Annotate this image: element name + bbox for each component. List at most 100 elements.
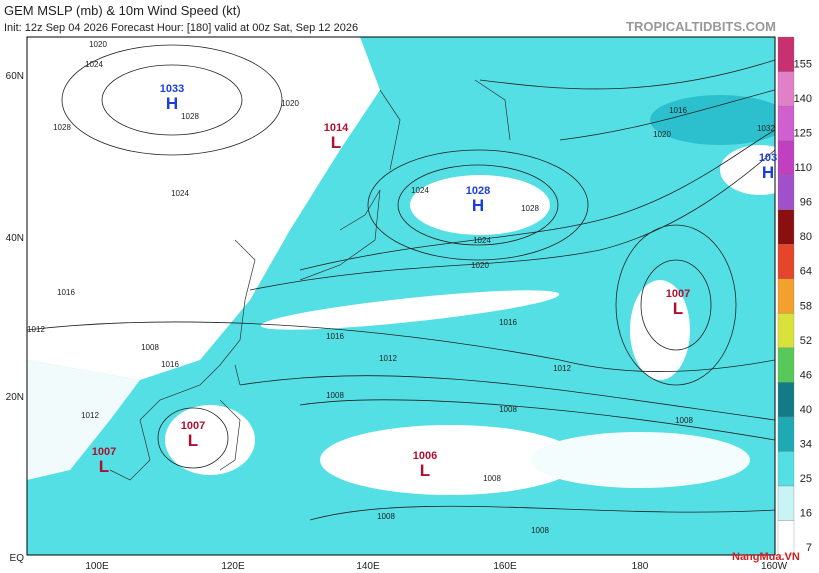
center-letter: L <box>99 457 109 476</box>
title: GEM MSLP (mb) & 10m Wind Speed (kt) <box>4 3 241 18</box>
isobar-label: 1008 <box>675 416 693 425</box>
lon-label: 140E <box>356 561 380 572</box>
isobar-label: 1028 <box>181 112 199 121</box>
center-pressure: 1033 <box>160 83 184 95</box>
isobar-label: 1012 <box>553 364 571 373</box>
colorbar-swatch <box>777 520 795 556</box>
lon-label: 160E <box>493 561 517 572</box>
colorbar-label: 110 <box>794 162 812 174</box>
colorbar-label: 58 <box>800 300 812 312</box>
map-area <box>27 37 775 555</box>
isobars <box>27 44 775 521</box>
colorbar-swatch <box>777 416 795 452</box>
colorbar-swatch <box>777 140 795 176</box>
isobar-label: 1008 <box>499 405 517 414</box>
colorbar-label: 140 <box>794 93 812 105</box>
isobar-label: 1024 <box>171 189 189 198</box>
isobar-label: 1008 <box>326 391 344 400</box>
isobar-label: 1020 <box>471 261 489 270</box>
isobar-label: 1008 <box>377 512 395 521</box>
strong-wind <box>650 95 775 145</box>
colorbar-swatch <box>777 347 795 383</box>
colorbar-label: 34 <box>800 438 812 450</box>
lat-label: 20N <box>6 392 24 403</box>
center-letter: L <box>420 461 430 480</box>
calm-area <box>630 280 690 380</box>
site-credit: TROPICALTIDBITS.COM <box>626 19 776 34</box>
colorbar-swatch <box>777 174 795 210</box>
isobar-label: 1024 <box>85 60 103 69</box>
center-letter: L <box>673 299 683 318</box>
colorbar-label: 155 <box>794 59 812 71</box>
isobar-label: 1008 <box>141 343 159 352</box>
colorbar-swatch <box>777 209 795 245</box>
colorbar-swatch <box>777 485 795 521</box>
isobar-label: 1020 <box>653 130 671 139</box>
colorbar-swatch <box>777 278 795 314</box>
calm-area <box>320 425 580 495</box>
isobar-label: 1028 <box>53 123 71 132</box>
watermark: NangMua.VN <box>732 551 800 563</box>
colorbar-label: 125 <box>794 128 812 140</box>
isobar-label: 1016 <box>326 332 344 341</box>
colorbar-label: 25 <box>800 473 812 485</box>
center-pressure: 1006 <box>413 450 437 462</box>
colorbar-swatch <box>777 313 795 348</box>
center-letter: L <box>188 431 198 450</box>
colorbar-swatch <box>777 244 795 279</box>
center-letter: H <box>166 94 178 113</box>
center-pressure: 1007 <box>92 446 116 458</box>
colorbar-label: 52 <box>800 335 812 347</box>
lon-label: 100E <box>85 561 109 572</box>
isobar-label: 1008 <box>483 474 501 483</box>
colorbar-label: 96 <box>800 197 812 209</box>
colorbar-label: 80 <box>800 231 812 243</box>
colorbar: 7 16 25 34 40 46 52 58 64 80 96 110 125 140 155 <box>777 36 812 556</box>
calm-area <box>410 175 550 235</box>
calm-area <box>260 290 560 330</box>
isobar-label: 1020 <box>281 99 299 108</box>
isobar-label: 1016 <box>499 318 517 327</box>
land-calm <box>27 360 140 480</box>
isobar-label: 1008 <box>531 526 549 535</box>
isobar-label: 1024 <box>473 236 491 245</box>
lon-label: 120E <box>221 561 245 572</box>
center-letter: H <box>472 196 484 215</box>
center-pressure: 1007 <box>181 420 205 432</box>
isobar-label: 1016 <box>57 288 75 297</box>
colorbar-label: 40 <box>800 404 812 416</box>
isobar-label: 1032 <box>757 124 775 133</box>
colorbar-swatch <box>777 71 795 107</box>
calm-area <box>720 145 775 195</box>
calm-area <box>165 405 255 475</box>
isobar-label: 1012 <box>81 411 99 420</box>
isobar-label: 1012 <box>379 354 397 363</box>
colorbar-swatch <box>777 451 795 487</box>
colorbar-swatch <box>777 105 795 141</box>
land-calm <box>27 37 380 380</box>
center-pressure: 1007 <box>666 288 690 300</box>
colorbar-label: 46 <box>800 369 812 381</box>
colorbar-swatch <box>777 382 795 418</box>
lat-label: 40N <box>6 233 24 244</box>
center-pressure: 1028 <box>466 185 490 197</box>
lon-label: 180 <box>632 561 649 572</box>
lon-label: 160W <box>761 561 788 572</box>
colorbar-label: 16 <box>800 507 812 519</box>
subtitle: Init: 12z Sep 04 2026 Forecast Hour: [18… <box>4 22 358 34</box>
center-letter: H <box>762 163 774 182</box>
colorbar-swatch <box>777 36 795 72</box>
lat-label: EQ <box>10 553 25 564</box>
isobar-label: 1016 <box>161 360 179 369</box>
colorbar-label: 64 <box>800 266 812 278</box>
center-letter: L <box>331 133 341 152</box>
isobar-label: 1020 <box>89 40 107 49</box>
lat-label: 60N <box>6 71 24 82</box>
center-pressure: 103 <box>759 152 777 164</box>
map-frame <box>26 36 776 556</box>
isobar-label: 1028 <box>521 204 539 213</box>
calm-area <box>530 432 750 488</box>
isobar-label: 1012 <box>27 325 45 334</box>
